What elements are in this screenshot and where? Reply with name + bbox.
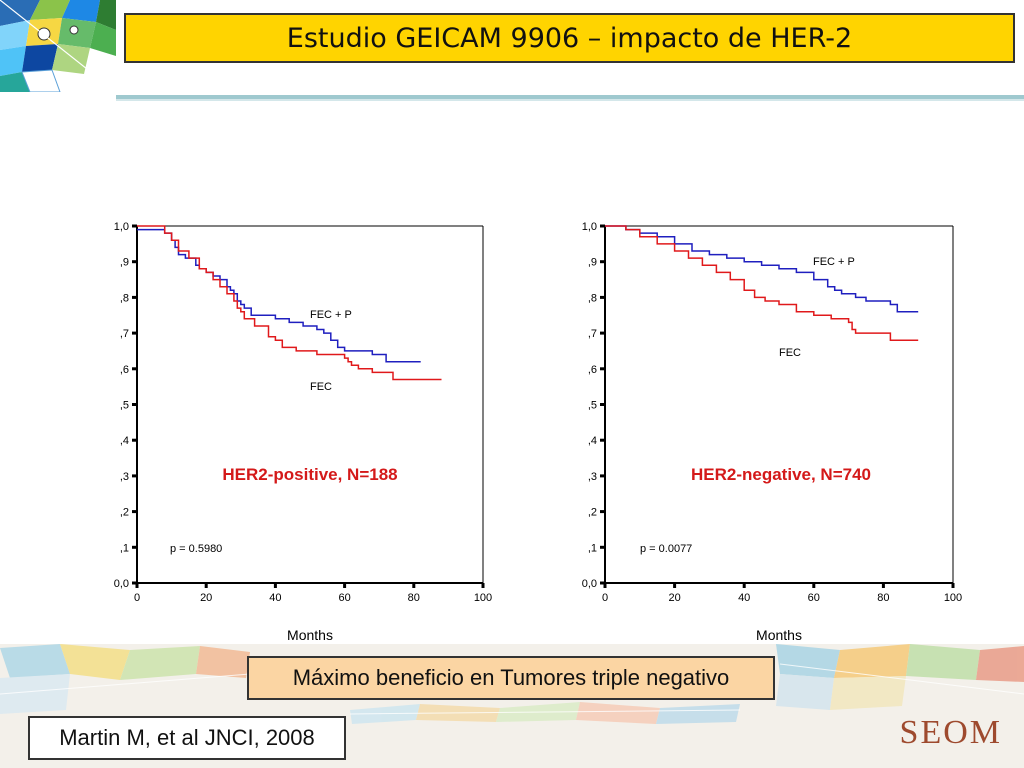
y-tick-label: ,6 [120, 364, 129, 376]
header-divider [116, 95, 1024, 99]
x-tick-label: 40 [738, 592, 750, 604]
y-tick-label: ,7 [588, 328, 597, 340]
label-fec: FEC [779, 347, 801, 359]
y-tick-label: ,9 [120, 257, 129, 269]
y-tick-label: ,3 [588, 471, 597, 483]
chart-her2-positive: 0,0 ,1 ,2 ,3 ,4 ,5 ,6 ,7 ,8 ,9 1,0 0 20 40 60 80 100 FEC … [114, 221, 492, 643]
label-fec-p: FEC + P [310, 309, 352, 321]
x-tick-label: 80 [408, 592, 420, 604]
y-tick-label: ,8 [588, 292, 597, 304]
seom-logo: SEOM [899, 714, 1002, 751]
x-tick-label: 40 [269, 592, 281, 604]
series-line-fec [137, 225, 442, 381]
series-line-fec-p [605, 225, 919, 313]
y-tick-label: ,3 [120, 471, 129, 483]
y-tick-label: 0,0 [582, 578, 597, 590]
x-tick-label: 60 [808, 592, 820, 604]
citation-box: Martin M, et al JNCI, 2008 [28, 716, 346, 760]
y-tick-label: ,7 [120, 328, 129, 340]
x-tick-label: 0 [602, 592, 608, 604]
y-tick-label: ,5 [588, 400, 597, 412]
p-value-annotation: p = 0.5980 [170, 543, 222, 555]
x-tick-label: 20 [668, 592, 680, 604]
key-finding-box: Máximo beneficio en Tumores triple negat… [247, 656, 775, 700]
y-tick-label: ,6 [588, 364, 597, 376]
y-tick-label: ,1 [588, 542, 597, 554]
series-line-fec-p [137, 228, 421, 363]
charts-canvas: 0,0 ,1 ,2 ,3 ,4 ,5 ,6 ,7 ,8 ,9 1,0 0 20 40 60 80 100 FEC … [114, 221, 962, 643]
x-tick-label: 0 [134, 592, 140, 604]
label-fec: FEC [310, 381, 332, 393]
x-tick-label: 60 [338, 592, 350, 604]
series-line-fec [605, 225, 919, 341]
chart-her2-negative: 0,0 ,1 ,2 ,3 ,4 ,5 ,6 ,7 ,8 ,9 1,0 0 20 40 60 80 100 FEC … [582, 221, 962, 643]
y-tick-label: ,2 [120, 507, 129, 519]
x-tick-label: 80 [877, 592, 889, 604]
y-tick-label: ,5 [120, 400, 129, 412]
x-tick-label: 100 [474, 592, 492, 604]
y-tick-label: ,8 [120, 292, 129, 304]
x-axis-label: Months [756, 627, 802, 643]
y-tick-label: ,1 [120, 542, 129, 554]
corner-mosaic-logo [0, 0, 116, 92]
y-tick-label: ,9 [588, 257, 597, 269]
y-tick-label: 1,0 [582, 221, 597, 233]
x-tick-label: 100 [944, 592, 962, 604]
y-tick-label: ,2 [588, 507, 597, 519]
chart-subtitle: HER2-negative, N=740 [691, 465, 871, 484]
y-tick-label: 1,0 [114, 221, 129, 233]
slide-title: Estudio GEICAM 9906 – impacto de HER-2 [124, 13, 1015, 63]
x-tick-label: 20 [200, 592, 212, 604]
x-axis-label: Months [287, 627, 333, 643]
y-tick-label: ,4 [588, 435, 597, 447]
chart-subtitle: HER2-positive, N=188 [222, 465, 397, 484]
header-divider-light [116, 99, 1024, 101]
p-value-annotation: p = 0.0077 [640, 543, 692, 555]
y-tick-label: 0,0 [114, 578, 129, 590]
y-tick-label: ,4 [120, 435, 129, 447]
label-fec-p: FEC + P [813, 256, 855, 268]
